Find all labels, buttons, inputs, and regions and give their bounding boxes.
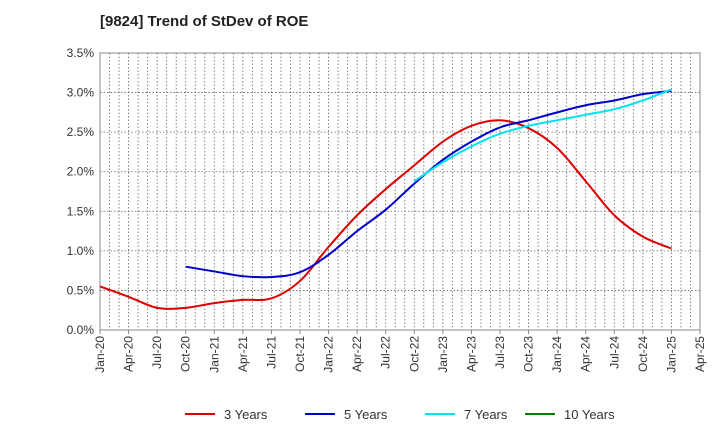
- legend-label-5-years: 5 Years: [344, 407, 388, 422]
- x-tick-label: Apr-21: [236, 336, 250, 372]
- x-tick-label: Apr-23: [464, 336, 478, 372]
- legend-label-10-years: 10 Years: [564, 407, 615, 422]
- x-tick-label: Oct-23: [522, 336, 536, 372]
- x-tick-label: Oct-21: [293, 336, 307, 372]
- series-line-7-years: [413, 88, 672, 183]
- x-tick-label: Jul-24: [607, 336, 621, 369]
- legend-label-3-years: 3 Years: [224, 407, 268, 422]
- y-tick-label: 2.5%: [67, 125, 95, 139]
- x-tick-label: Jan-21: [207, 336, 221, 373]
- series-line-3-years: [99, 119, 672, 310]
- x-tick-label: Jul-21: [264, 336, 278, 369]
- x-tick-label: Oct-22: [407, 336, 421, 372]
- y-tick-label: 2.0%: [67, 165, 95, 179]
- y-tick-label: 1.5%: [67, 204, 95, 218]
- y-tick-label: 3.0%: [67, 86, 95, 100]
- x-tick-label: Apr-24: [579, 336, 593, 372]
- x-tick-label: Jan-25: [664, 336, 678, 373]
- x-tick-label: Jul-23: [493, 336, 507, 369]
- x-tick-label: Jan-23: [436, 336, 450, 373]
- plot-area: [99, 52, 701, 331]
- x-tick-label: Oct-20: [179, 336, 193, 372]
- y-tick-label: 1.0%: [67, 244, 95, 258]
- x-tick-label: Jul-22: [379, 336, 393, 369]
- x-tick-label: Apr-25: [693, 336, 707, 372]
- x-tick-label: Apr-22: [350, 336, 364, 372]
- x-axis: Jan-20 Apr-20 Jul-20 Oct-20 Jan-21 Apr-21 Jul-…: [93, 330, 707, 373]
- x-tick-label: Oct-24: [636, 336, 650, 372]
- chart-title: [9824] Trend of StDev of ROE: [100, 13, 308, 30]
- x-tick-label: Jan-22: [322, 336, 336, 373]
- legend-label-7-years: 7 Years: [464, 407, 508, 422]
- x-tick-label: Jan-24: [550, 336, 564, 373]
- y-axis: 0.0% 0.5% 1.0% 1.5% 2.0% 2.5% 3.0% 3.5%: [67, 46, 95, 337]
- y-tick-label: 3.5%: [67, 46, 95, 60]
- x-tick-label: Jul-20: [150, 336, 164, 369]
- legend: 3 Years 5 Years 7 Years 10 Years: [185, 407, 615, 422]
- y-tick-label: 0.0%: [67, 323, 95, 337]
- x-tick-label: Jan-20: [93, 336, 107, 373]
- y-tick-label: 0.5%: [67, 283, 95, 297]
- series-lines: [99, 88, 672, 310]
- grid: [100, 53, 700, 330]
- x-tick-label: Apr-20: [122, 336, 136, 372]
